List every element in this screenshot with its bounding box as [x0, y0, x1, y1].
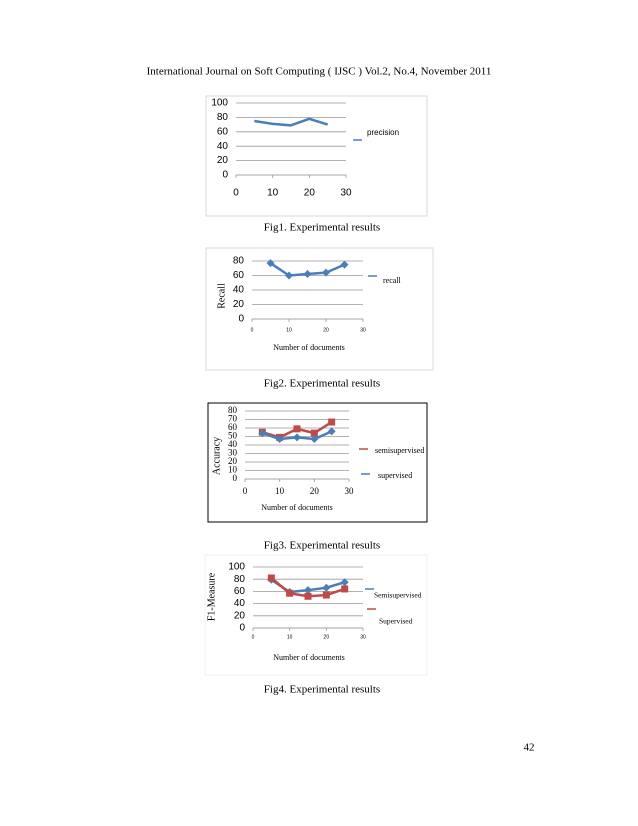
figure-caption: Fig2. Experimental results — [264, 378, 380, 390]
y-tick-label: 60 — [234, 586, 246, 597]
data-point — [327, 427, 336, 436]
figure-frame — [207, 402, 428, 523]
y-tick-label: 0 — [239, 623, 245, 634]
y-tick-label: 40 — [233, 285, 245, 296]
data-point — [275, 435, 284, 444]
y-tick-label: 0 — [222, 170, 228, 181]
legend-label: Supervised — [379, 617, 413, 626]
x-tick-label: 10 — [287, 634, 293, 640]
data-point — [304, 586, 312, 595]
y-tick-label: 0 — [238, 314, 244, 325]
legend-label: supervised — [378, 471, 412, 480]
legend-label: precision — [367, 128, 399, 137]
y-tick-label: 100 — [228, 562, 245, 573]
x-tick-label: 30 — [360, 327, 366, 333]
y-tick-label: 70 — [228, 414, 238, 424]
y-tick-label: 20 — [217, 155, 229, 166]
data-point — [266, 259, 275, 268]
x-axis-label: Number of documents — [273, 343, 345, 352]
y-tick-label: 80 — [228, 405, 238, 415]
x-tick-label: 0 — [233, 188, 239, 199]
y-tick-label: 30 — [228, 448, 238, 458]
y-axis-label: Recall — [216, 283, 227, 309]
figure-caption: Fig3. Experimental results — [264, 540, 380, 552]
y-axis-label: Accuracy — [211, 437, 222, 475]
x-tick-label: 20 — [304, 188, 316, 199]
x-tick-label: 20 — [310, 486, 320, 496]
y-tick-label: 50 — [228, 431, 238, 441]
data-point — [293, 433, 301, 442]
data-point — [322, 583, 331, 592]
x-tick-label: 0 — [252, 634, 255, 640]
y-tick-label: 40 — [228, 439, 238, 449]
data-point — [267, 574, 275, 582]
data-point — [340, 260, 349, 269]
data-point — [258, 429, 267, 438]
figure-caption: Fig1. Experimental results — [264, 222, 380, 234]
figure-frame — [204, 554, 428, 676]
x-tick-label: 0 — [243, 486, 248, 496]
y-tick-label: 60 — [217, 126, 229, 137]
figure-caption: Fig4. Experimental results — [264, 684, 380, 696]
data-point — [304, 592, 312, 600]
data-point — [310, 429, 318, 437]
data-point — [286, 589, 294, 597]
y-tick-label: 10 — [228, 465, 238, 475]
data-point — [341, 585, 349, 593]
x-tick-label: 10 — [286, 327, 292, 333]
x-tick-label: 30 — [345, 486, 355, 496]
y-tick-label: 40 — [234, 598, 246, 609]
x-tick-label: 20 — [324, 634, 330, 640]
data-point — [285, 271, 293, 280]
legend-label: semisupervised — [375, 446, 424, 455]
y-axis-label: F1-Measure — [206, 572, 217, 621]
data-point — [303, 270, 312, 279]
page-number: 42 — [524, 742, 535, 754]
x-axis-label: Number of documents — [261, 503, 333, 512]
data-line — [254, 117, 329, 127]
x-tick-label: 10 — [267, 188, 279, 199]
y-tick-label: 60 — [228, 422, 238, 432]
x-tick-label: 10 — [275, 486, 285, 496]
y-tick-label: 20 — [228, 456, 238, 466]
data-point — [328, 418, 336, 426]
x-tick-label: 0 — [251, 327, 254, 333]
x-tick-label: 30 — [360, 634, 366, 640]
data-point — [340, 578, 349, 587]
data-point — [293, 425, 301, 433]
y-tick-label: 60 — [233, 270, 245, 281]
y-tick-label: 40 — [217, 141, 229, 152]
figure-frame — [205, 95, 428, 217]
data-point — [322, 268, 330, 277]
data-point — [322, 591, 330, 599]
y-tick-label: 20 — [233, 299, 245, 310]
y-tick-label: 80 — [217, 112, 229, 123]
legend-label: Semisupervised — [374, 591, 422, 600]
x-tick-label: 20 — [323, 327, 329, 333]
y-tick-label: 80 — [234, 574, 246, 585]
running-header: International Journal on Soft Computing … — [147, 66, 492, 78]
y-tick-label: 100 — [211, 98, 228, 109]
x-axis-label: Number of documents — [273, 653, 345, 662]
y-tick-label: 0 — [233, 473, 238, 483]
figure-frame — [205, 247, 434, 371]
legend-label: recall — [383, 276, 402, 285]
y-tick-label: 20 — [234, 610, 246, 621]
data-point — [310, 435, 319, 444]
y-tick-label: 80 — [233, 256, 245, 267]
x-tick-label: 30 — [340, 188, 352, 199]
